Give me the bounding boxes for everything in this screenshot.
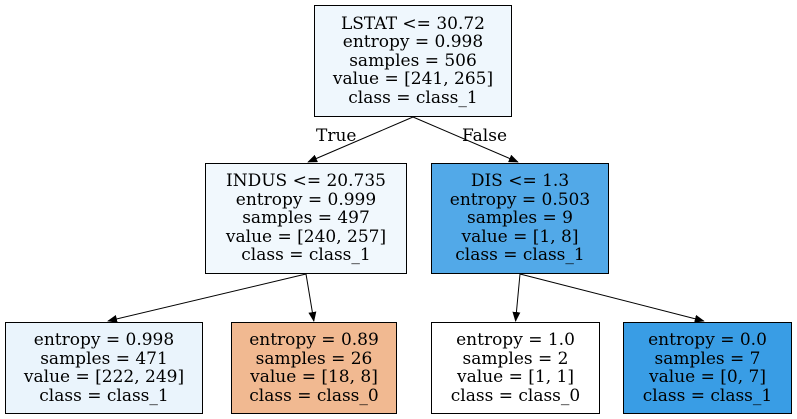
tree-edge-n1-n4 bbox=[305, 273, 317, 322]
node-line: class = class_1 bbox=[642, 385, 773, 406]
node-line: value = [241, 265] bbox=[332, 69, 494, 90]
tree-node-root: LSTAT <= 30.72 entropy = 0.998 samples = 5… bbox=[314, 5, 512, 117]
node-line: entropy = 0.0 bbox=[648, 330, 767, 350]
edge-label-true: True bbox=[316, 126, 357, 146]
node-line: samples = 471 bbox=[40, 348, 168, 369]
tree-edge-n2-n5 bbox=[512, 273, 521, 322]
node-line: entropy = 0.89 bbox=[249, 330, 379, 350]
node-line: samples = 26 bbox=[255, 348, 373, 369]
node-line: entropy = 1.0 bbox=[456, 330, 575, 350]
tree-leaf-3: entropy = 1.0 samples = 2 value = [1, 1] cl… bbox=[431, 322, 600, 414]
node-line: samples = 9 bbox=[467, 208, 573, 229]
node-line: value = [240, 257] bbox=[225, 226, 387, 247]
node-line: INDUS <= 20.735 bbox=[226, 171, 386, 192]
node-line: class = class_0 bbox=[249, 385, 379, 406]
tree-node-dis-split: DIS <= 1.3 entropy = 0.503 samples = 9 valu… bbox=[431, 163, 609, 274]
node-line: value = [18, 8] bbox=[250, 367, 378, 387]
tree-edge-root-n1 bbox=[307, 116, 414, 163]
node-line: class = class_1 bbox=[348, 87, 478, 108]
node-line: entropy = 0.998 bbox=[342, 32, 484, 53]
tree-edge-n2-n6 bbox=[519, 273, 705, 323]
tree-node-indus-split: INDUS <= 20.735 entropy = 0.999 samples = … bbox=[205, 163, 407, 274]
node-line: class = class_0 bbox=[450, 385, 581, 406]
node-line: entropy = 0.998 bbox=[33, 330, 175, 350]
node-line: entropy = 0.999 bbox=[235, 189, 377, 210]
node-line: class = class_1 bbox=[241, 245, 371, 266]
node-line: DIS <= 1.3 bbox=[470, 171, 570, 192]
node-line: samples = 506 bbox=[349, 50, 477, 71]
node-line: class = class_1 bbox=[39, 385, 169, 406]
node-line: LSTAT <= 30.72 bbox=[341, 13, 485, 34]
node-line: value = [1, 8] bbox=[461, 226, 579, 247]
node-line: class = class_1 bbox=[455, 245, 585, 266]
edge-label-false: False bbox=[462, 126, 507, 146]
tree-edge-n1-n3 bbox=[107, 273, 307, 323]
node-line: samples = 7 bbox=[654, 348, 761, 369]
node-line: entropy = 0.503 bbox=[449, 189, 591, 210]
node-line: value = [0, 7] bbox=[649, 367, 766, 387]
tree-edge-root-n2 bbox=[412, 116, 519, 163]
node-line: samples = 2 bbox=[462, 348, 569, 369]
node-line: value = [1, 1] bbox=[457, 367, 574, 387]
tree-leaf-1: entropy = 0.998 samples = 471 value = [222… bbox=[5, 322, 203, 414]
node-line: value = [222, 249] bbox=[23, 367, 185, 387]
node-line: samples = 497 bbox=[242, 208, 370, 229]
tree-leaf-4: entropy = 0.0 samples = 7 value = [0, 7] cl… bbox=[623, 322, 792, 414]
tree-leaf-2: entropy = 0.89 samples = 26 value = [18, 8… bbox=[231, 322, 397, 414]
